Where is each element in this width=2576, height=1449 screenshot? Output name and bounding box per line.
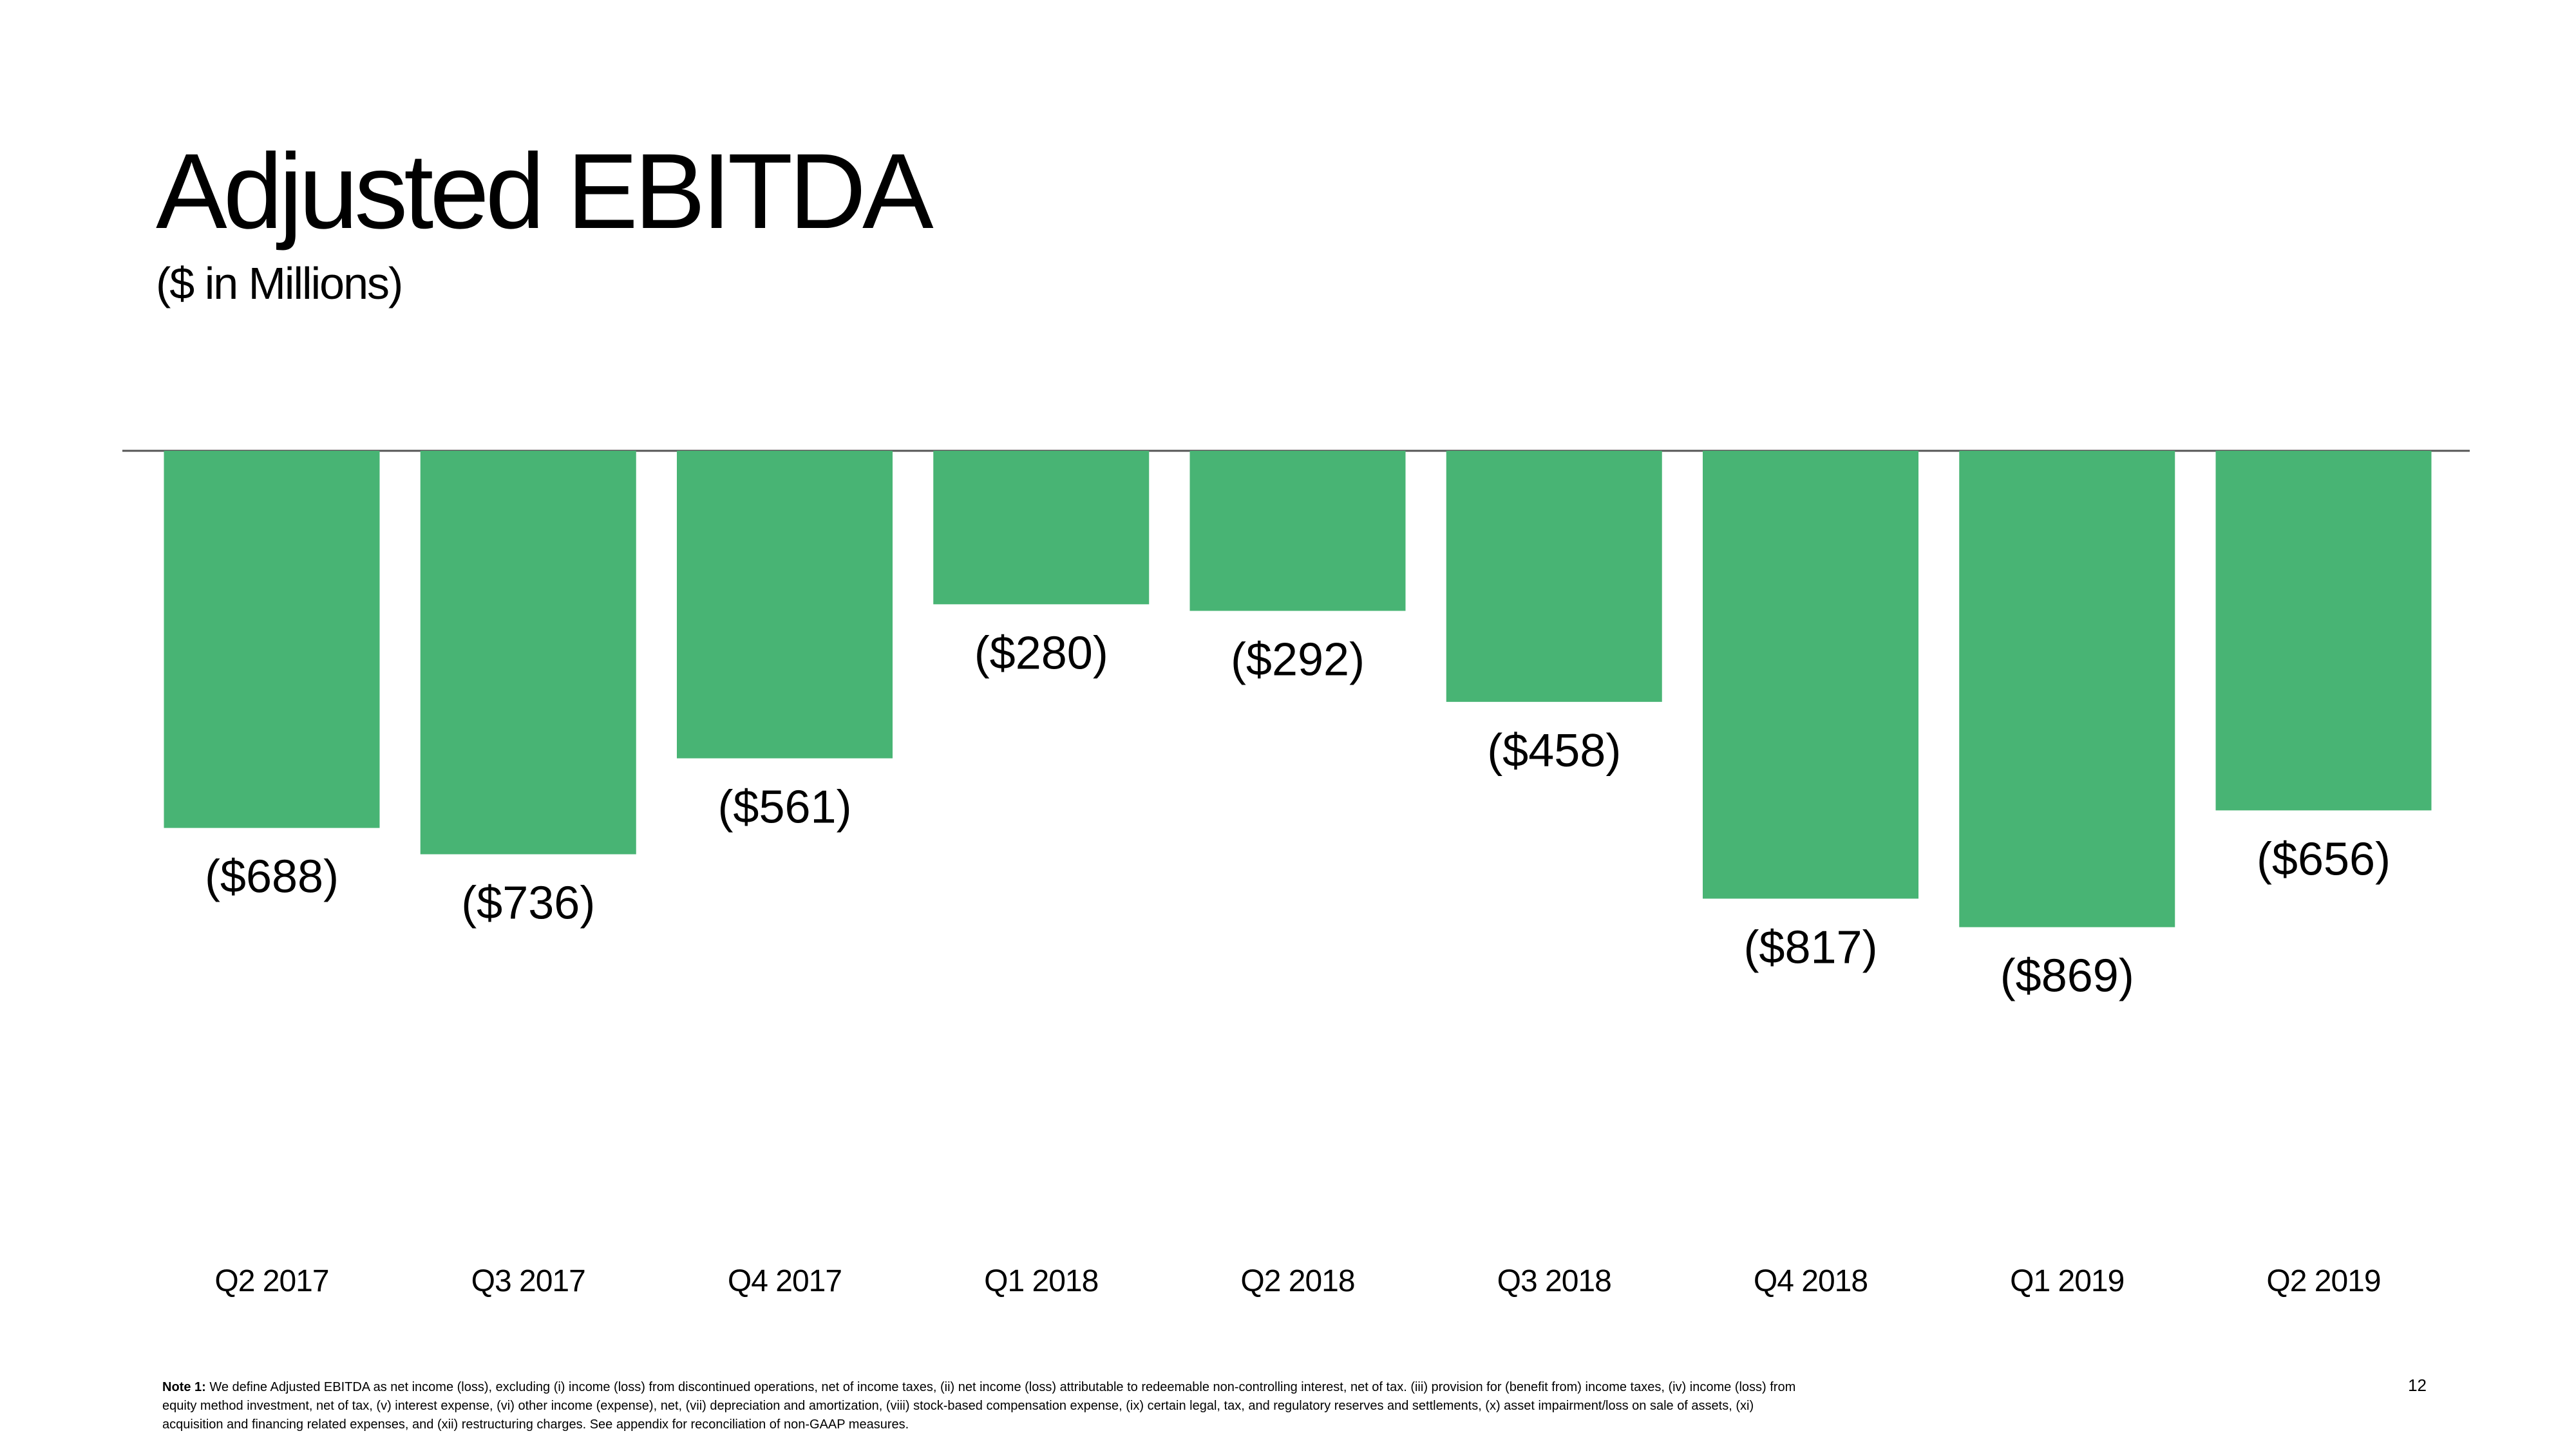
bar-data-label: ($736)	[461, 877, 595, 929]
bar-data-label: ($458)	[1487, 725, 1621, 777]
footnote-text: We define Adjusted EBITDA as net income …	[162, 1380, 1796, 1432]
x-tick-label: Q1 2018	[984, 1264, 1098, 1298]
bar	[420, 451, 636, 855]
x-tick-label: Q3 2018	[1497, 1264, 1611, 1298]
bar	[164, 451, 380, 828]
bar	[2215, 451, 2432, 811]
bar	[1446, 451, 1662, 702]
bar	[1189, 451, 1406, 611]
bar	[677, 451, 893, 759]
x-tick-label: Q2 2019	[2266, 1264, 2380, 1298]
page-subtitle: ($ in Millions)	[156, 258, 403, 308]
x-tick-label: Q2 2017	[214, 1264, 328, 1298]
bar	[1703, 451, 1918, 899]
bar-data-label: ($688)	[205, 851, 339, 903]
bar-data-label: ($656)	[2257, 833, 2391, 885]
ebitda-bar-chart: ($688) Q2 2017 ($736) Q3 2017 ($561) Q4 2017 (…	[122, 450, 2470, 1298]
bar-data-label: ($561)	[717, 782, 851, 833]
footnote: Note 1: We define Adjusted EBITDA as net…	[162, 1378, 1798, 1434]
x-tick-label: Q2 2018	[1240, 1264, 1354, 1298]
bar	[933, 451, 1150, 605]
x-tick-label: Q4 2018	[1754, 1264, 1868, 1298]
x-tick-label: Q1 2019	[2010, 1264, 2124, 1298]
bar	[1959, 451, 2175, 927]
x-tick-label: Q3 2017	[471, 1264, 585, 1298]
x-tick-label: Q4 2017	[728, 1264, 842, 1298]
footnote-label: Note 1:	[162, 1380, 206, 1394]
bar-data-label: ($292)	[1231, 634, 1365, 686]
page-number: 12	[2408, 1376, 2427, 1395]
bar-data-label: ($869)	[2000, 951, 2134, 1002]
page-title: Adjusted EBITDA	[156, 132, 934, 251]
bar-data-label: ($817)	[1743, 922, 1877, 973]
bar-data-label: ($280)	[974, 627, 1108, 679]
